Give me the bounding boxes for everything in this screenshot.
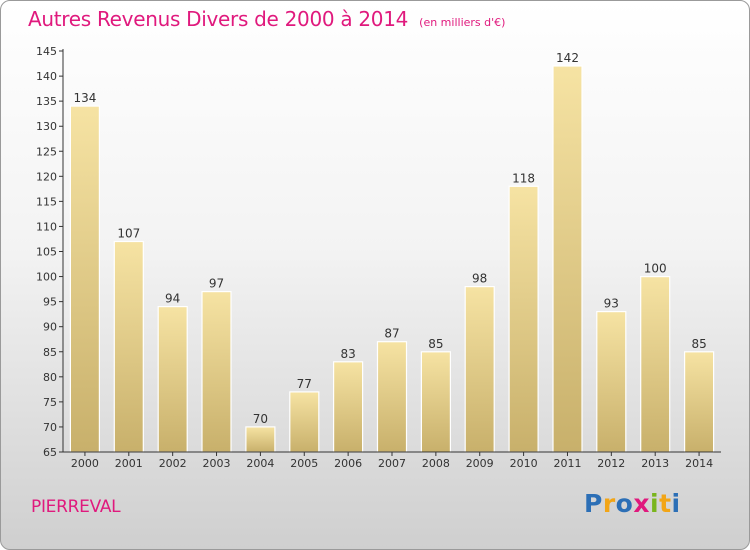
bar-2011	[552, 65, 583, 453]
logo-letter: i	[671, 489, 681, 518]
y-tick-label: 145	[36, 45, 57, 58]
x-tick-label-2012: 2012	[597, 457, 625, 470]
y-tick-label: 85	[43, 346, 57, 359]
y-tick-label: 130	[36, 120, 57, 133]
bar-2001	[113, 240, 144, 453]
y-tick-label: 105	[36, 246, 57, 259]
value-label-2000: 134	[73, 91, 96, 105]
value-label-2001: 107	[117, 227, 140, 241]
logo-letter: x	[633, 489, 650, 518]
bar-2002	[157, 306, 188, 453]
x-tick-label-2002: 2002	[159, 457, 187, 470]
y-tick-label: 115	[36, 195, 57, 208]
logo-letter: o	[615, 489, 634, 518]
bar-2012	[596, 311, 627, 453]
logo-letter: P	[584, 489, 603, 518]
x-tick-label-2007: 2007	[378, 457, 406, 470]
bar-2008	[420, 351, 451, 453]
x-tick-label-2000: 2000	[71, 457, 99, 470]
y-tick-label: 75	[43, 396, 57, 409]
value-label-2005: 77	[297, 377, 312, 391]
logo-letter: t	[659, 489, 672, 518]
value-label-2004: 70	[253, 412, 268, 426]
bar-2003	[201, 291, 232, 453]
value-label-2013: 100	[644, 262, 667, 276]
location-label: PIERREVAL	[31, 497, 121, 517]
proxiti-logo: Proxiti	[584, 489, 681, 518]
bar-2010	[508, 185, 539, 453]
x-tick-label-2009: 2009	[466, 457, 494, 470]
y-tick-label: 90	[43, 321, 57, 334]
bar-2014	[683, 351, 715, 453]
y-tick-label: 140	[36, 70, 57, 83]
x-tick-label-2013: 2013	[641, 457, 669, 470]
y-tick-label: 95	[43, 296, 57, 309]
x-tick-label-2003: 2003	[203, 457, 231, 470]
title-row: Autres Revenus Divers de 2000 à 2014 (en…	[28, 7, 505, 31]
value-label-2006: 83	[340, 347, 355, 361]
y-tick-label: 80	[43, 371, 57, 384]
axes-layer	[59, 49, 721, 456]
x-tick-label-2005: 2005	[290, 457, 318, 470]
value-label-2012: 93	[604, 297, 619, 311]
x-tick-label-2011: 2011	[554, 457, 582, 470]
y-tick-label: 135	[36, 95, 57, 108]
value-label-2007: 87	[384, 327, 399, 341]
x-tick-label-2014: 2014	[685, 457, 713, 470]
value-label-2010: 118	[512, 171, 535, 185]
value-label-2003: 97	[209, 277, 224, 291]
value-label-2011: 142	[556, 51, 579, 65]
bar-2009	[464, 286, 495, 453]
bar-2013	[640, 276, 671, 453]
chart-unit: (en milliers d'€)	[419, 16, 506, 29]
x-tick-label-2010: 2010	[510, 457, 538, 470]
value-label-2014: 85	[691, 337, 706, 351]
x-tick-label-2001: 2001	[115, 457, 143, 470]
logo-letter: r	[602, 489, 616, 518]
chart-title: Autres Revenus Divers de 2000 à 2014	[28, 7, 409, 31]
logo-letter: i	[650, 489, 660, 518]
x-tick-label-2008: 2008	[422, 457, 450, 470]
y-tick-label: 110	[36, 220, 57, 233]
bars-layer	[69, 65, 715, 453]
bar-2006	[333, 361, 364, 453]
value-label-2009: 98	[472, 272, 487, 286]
bar-2005	[289, 391, 320, 453]
bar-2000	[69, 105, 101, 453]
y-tick-label: 100	[36, 271, 57, 284]
bar-2004	[245, 426, 276, 453]
y-tick-label: 70	[43, 421, 57, 434]
labels-layer: 134 107 94 97 70 77 83 87 85 98 118 142 93 100 85 65 70 7…	[36, 45, 713, 470]
value-label-2008: 85	[428, 337, 443, 351]
y-tick-label: 120	[36, 170, 57, 183]
y-tick-label: 125	[36, 145, 57, 158]
x-tick-label-2004: 2004	[246, 457, 274, 470]
value-label-2002: 94	[165, 292, 180, 306]
x-tick-label-2006: 2006	[334, 457, 362, 470]
y-tick-label: 65	[43, 446, 57, 459]
bar-2007	[376, 341, 408, 453]
